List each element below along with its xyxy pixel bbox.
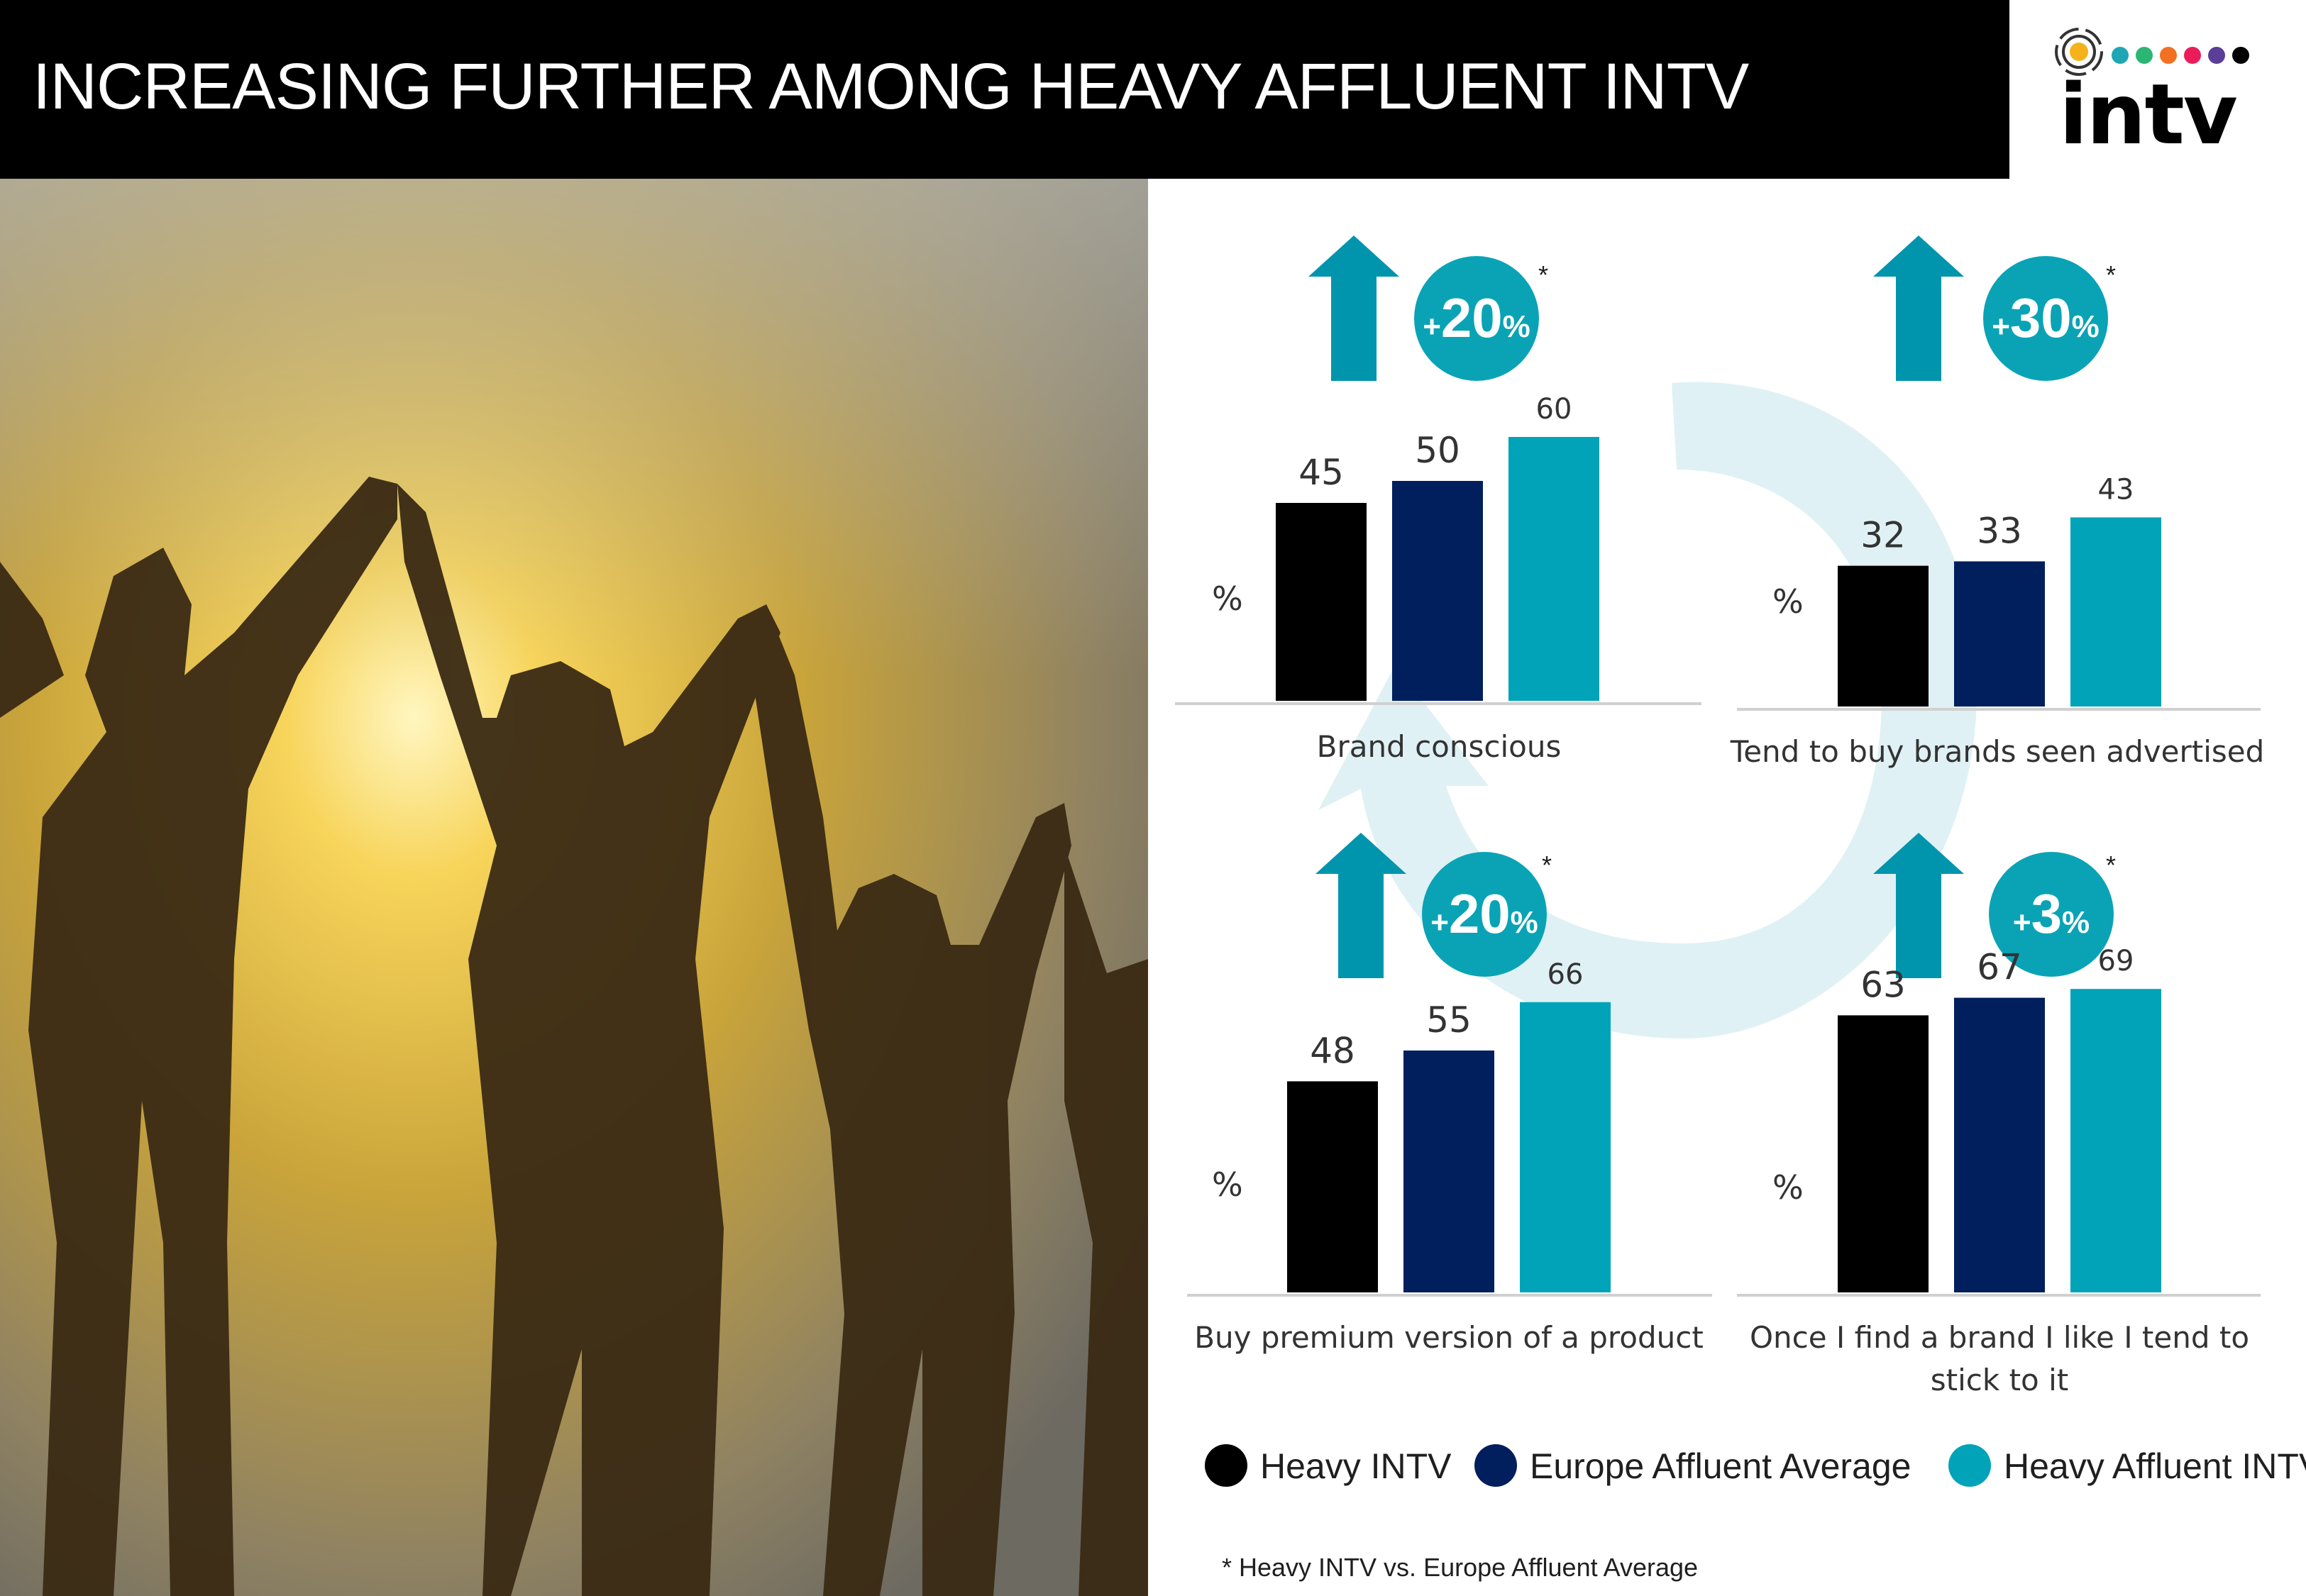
bar-value-label: 55 (1426, 999, 1472, 1041)
percent-unit-label: % (1772, 1168, 1804, 1207)
legend-label: Europe Affluent Average (1530, 1446, 1911, 1486)
bar-chart-2: +30%*% 32 33 43 Tend to buy brands seen adve… (1730, 235, 2265, 769)
legend-label: Heavy INTV (1260, 1446, 1452, 1486)
chart-title: Once I find a brand I like I tend to (1750, 1320, 2249, 1355)
bar-value-label: 67 (1977, 947, 2022, 988)
up-arrow-icon (1315, 833, 1406, 978)
bar (2070, 989, 2161, 1292)
change-badge-value: +30% (1992, 287, 2100, 349)
bar (1508, 437, 1599, 701)
chart-title: stick to it (1931, 1363, 2068, 1397)
logo-dot (2136, 47, 2153, 64)
significance-star: * (2106, 850, 2116, 880)
change-badge (1983, 256, 2108, 381)
broadcast-icon (2055, 28, 2103, 76)
footnote: * Heavy INTV vs. Europe Affluent Average (1222, 1553, 1698, 1582)
bar-value-label: 63 (1860, 964, 1906, 1005)
bar-value-label: 69 (2098, 945, 2134, 977)
change-badge-value: +20% (1430, 882, 1538, 945)
bar-value-label: 50 (1415, 430, 1460, 471)
bar-value-label: 60 (1536, 393, 1572, 426)
logo-dot (2184, 47, 2201, 64)
change-badge (1414, 256, 1539, 381)
bar (1954, 997, 2045, 1292)
bar-value-label: 66 (1548, 958, 1584, 991)
logo-wordmark: intv (2059, 65, 2237, 163)
change-badge-value: +3% (2013, 882, 2090, 945)
chart-title: Buy premium version of a product (1194, 1320, 1704, 1355)
logo-dot (2160, 47, 2177, 64)
change-badge-value: +20% (1423, 287, 1530, 349)
significance-star: * (2106, 260, 2116, 289)
legend-swatch (1474, 1444, 1517, 1487)
logo-dot (2208, 47, 2225, 64)
percent-unit-label: % (1212, 580, 1243, 618)
logo-dot (2112, 47, 2129, 64)
bar-value-label: 33 (1977, 510, 2022, 551)
logo-color-dots (2112, 47, 2249, 64)
up-arrow-icon (1873, 235, 1964, 381)
bar (1276, 503, 1367, 701)
up-arrow-icon (1873, 833, 1964, 978)
chart-title: Brand conscious (1317, 729, 1562, 764)
bar (1838, 565, 1929, 706)
bar-value-label: 48 (1310, 1030, 1355, 1071)
change-badge (1989, 852, 2114, 977)
people-silhouettes (0, 477, 1148, 1596)
significance-star: * (1542, 850, 1552, 880)
bar-value-label: 45 (1298, 452, 1344, 493)
legend-swatch (1205, 1444, 1247, 1487)
legend-swatch (1948, 1444, 1991, 1487)
bar (1838, 1015, 1929, 1292)
change-badge (1422, 852, 1547, 977)
page-title: INCREASING FURTHER AMONG HEAVY AFFLUENT … (33, 50, 1749, 123)
header-bar: INCREASING FURTHER AMONG HEAVY AFFLUENT … (0, 0, 2009, 179)
bar (1403, 1051, 1494, 1292)
bar-chart-3: +20%*% 48 55 66 Buy premium version of a pro… (1187, 833, 1712, 1355)
bar (1954, 561, 2045, 706)
bar (2070, 517, 2161, 706)
chart-title: Tend to buy brands seen advertised (1730, 734, 2265, 769)
percent-unit-label: % (1772, 582, 1804, 621)
bar-chart-4: +3% *% 63 67 69 Once I find a brand I like I … (1737, 833, 2261, 1397)
up-arrow-icon (1308, 235, 1399, 381)
intv-logo: intv (2009, 0, 2306, 179)
bar (1520, 1002, 1611, 1292)
bar (1392, 481, 1483, 701)
charts-panel: +20% *% 45 50 60 Brand conscious +30% *% 32 33 43 T… (1148, 179, 2306, 1596)
bar-value-label: 43 (2098, 473, 2134, 506)
hero-photo-silhouettes (0, 179, 1148, 1596)
logo-dot (2232, 47, 2249, 64)
legend-label: Heavy Affluent INTV (2004, 1446, 2306, 1486)
percent-unit-label: % (1212, 1165, 1243, 1204)
bar (1287, 1081, 1378, 1292)
significance-star: * (1538, 260, 1548, 289)
bar-value-label: 32 (1860, 515, 1906, 556)
legend: Heavy INTV Europe Affluent Average Heavy A… (1205, 1444, 2306, 1487)
bar-chart-1: +20% *% 45 50 60 Brand conscious (1175, 235, 1701, 764)
